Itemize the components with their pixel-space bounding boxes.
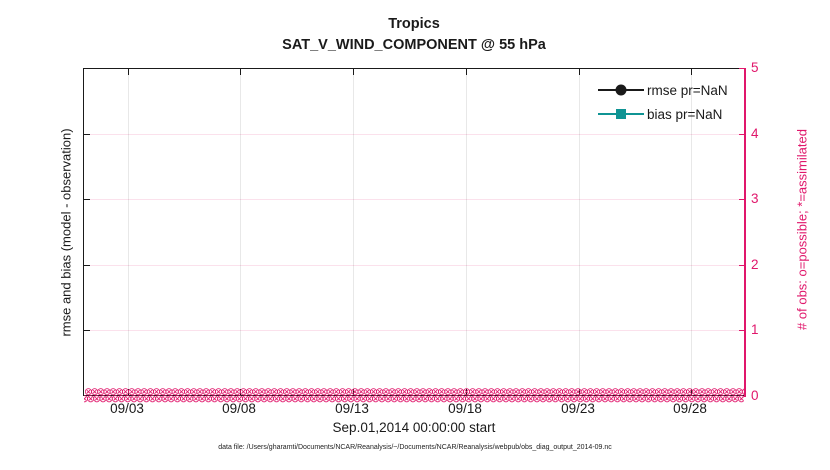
h-gridline: [84, 199, 745, 200]
obs-marker-row: ⊗⊗⊗⊗⊗⊗⊗⊗⊗⊗⊗⊗⊗⊗⊗⊗⊗⊗⊗⊗⊗⊗⊗⊗⊗⊗⊗⊗⊗⊗⊗⊗⊗⊗⊗⊗⊗⊗⊗⊗…: [84, 393, 744, 404]
right-axis-tick: [739, 199, 745, 200]
right-y-tick-label: 0: [751, 388, 759, 403]
h-gridline: [84, 330, 745, 331]
right-y-tick-label: 3: [751, 191, 759, 206]
x-tick-label: 09/08: [222, 401, 256, 416]
right-y-tick-label: 1: [751, 322, 759, 337]
legend-line-sample: [598, 84, 644, 96]
chart-title-region: Tropics: [388, 16, 440, 32]
v-gridline: [691, 69, 692, 395]
x-tick-label: 09/23: [561, 401, 595, 416]
bottom-axis-tick: [691, 389, 692, 395]
left-axis-tick: [84, 330, 90, 331]
top-axis-tick: [579, 69, 580, 75]
right-axis-tick: [739, 265, 745, 266]
v-gridline: [128, 69, 129, 395]
left-axis-tick: [84, 199, 90, 200]
right-y-tick-label: 4: [751, 126, 759, 141]
legend-line-sample: [598, 109, 644, 119]
h-gridline: [84, 265, 745, 266]
right-y-axis-line: [744, 68, 746, 397]
right-axis-tick: [739, 68, 745, 69]
bottom-axis-tick: [579, 389, 580, 395]
v-gridline: [466, 69, 467, 395]
x-tick-label: 09/13: [335, 401, 369, 416]
legend-label: rmse pr=NaN: [647, 82, 728, 98]
right-axis-tick: [739, 330, 745, 331]
top-axis-tick: [691, 69, 692, 75]
top-axis-tick: [128, 69, 129, 75]
v-gridline: [240, 69, 241, 395]
legend-item: bias pr=NaN: [598, 102, 748, 126]
top-axis-tick: [353, 69, 354, 75]
top-axis-tick: [240, 69, 241, 75]
legend-item: rmse pr=NaN: [598, 78, 748, 102]
h-gridline: [84, 134, 745, 135]
v-gridline: [353, 69, 354, 395]
bottom-axis-tick: [466, 389, 467, 395]
right-y-tick-label: 5: [751, 60, 759, 75]
bottom-axis-tick: [353, 389, 354, 395]
data-file-note: data file: /Users/gharamti/Documents/NCA…: [218, 444, 612, 451]
right-y-tick-label: 2: [751, 257, 759, 272]
left-axis-tick: [84, 265, 90, 266]
top-axis-tick: [466, 69, 467, 75]
left-axis-tick: [84, 134, 90, 135]
right-y-axis-label: # of obs: o=possible; *=assimilated: [794, 129, 810, 330]
circle-marker-icon: [615, 84, 627, 96]
legend: rmse pr=NaN bias pr=NaN: [598, 78, 748, 126]
chart-title-variable: SAT_V_WIND_COMPONENT @ 55 hPa: [282, 37, 546, 53]
v-gridline: [579, 69, 580, 395]
plot-area: [83, 68, 745, 396]
chart-title-block: Tropics SAT_V_WIND_COMPONENT @ 55 hPa: [83, 14, 745, 56]
bottom-axis-tick: [240, 389, 241, 395]
obs-count-marker-band: ⊗⊗⊗⊗⊗⊗⊗⊗⊗⊗⊗⊗⊗⊗⊗⊗⊗⊗⊗⊗⊗⊗⊗⊗⊗⊗⊗⊗⊗⊗⊗⊗⊗⊗⊗⊗⊗⊗⊗⊗…: [84, 388, 744, 404]
left-axis-tick: [84, 68, 90, 69]
x-tick-label: 09/03: [110, 401, 144, 416]
left-y-axis-label: rmse and bias (model - observation): [58, 128, 74, 337]
x-tick-label: 09/28: [673, 401, 707, 416]
x-tick-label: 09/18: [448, 401, 482, 416]
x-axis-label: Sep.01,2014 00:00:00 start: [332, 420, 496, 435]
bottom-axis-tick: [128, 389, 129, 395]
right-axis-tick: [739, 134, 745, 135]
square-marker-icon: [616, 109, 626, 119]
obs-marker-row: ⊗⊗⊗⊗⊗⊗⊗⊗⊗⊗⊗⊗⊗⊗⊗⊗⊗⊗⊗⊗⊗⊗⊗⊗⊗⊗⊗⊗⊗⊗⊗⊗⊗⊗⊗⊗⊗⊗⊗⊗…: [84, 388, 744, 398]
legend-label: bias pr=NaN: [647, 106, 723, 122]
